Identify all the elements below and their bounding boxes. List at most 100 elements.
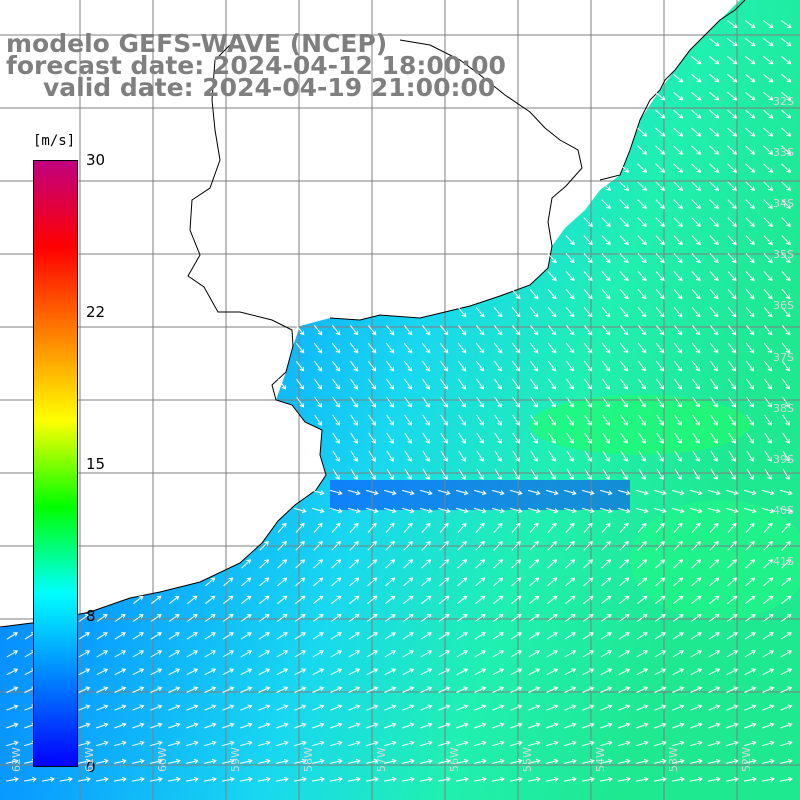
wind-arrow <box>96 722 109 729</box>
wind-arrow <box>727 289 737 300</box>
wind-arrow <box>620 414 628 426</box>
longitude-label: 53W <box>667 747 680 772</box>
wind-arrow <box>510 686 523 693</box>
wind-arrow <box>312 632 324 640</box>
wind-arrow <box>548 432 556 444</box>
wind-arrow <box>332 396 340 408</box>
wind-arrow <box>384 686 397 693</box>
wind-arrow <box>350 450 358 462</box>
wind-arrow <box>601 342 611 354</box>
wind-arrow <box>656 450 664 462</box>
wind-arrow <box>222 686 235 693</box>
latitude-label: 38S <box>773 401 794 415</box>
wind-arrows <box>6 20 793 782</box>
wind-arrow <box>511 522 521 533</box>
wind-arrow <box>762 20 774 29</box>
wind-arrow <box>476 414 484 426</box>
wind-arrow <box>710 414 718 426</box>
wind-arrow <box>728 396 736 408</box>
wind-arrow <box>402 595 414 605</box>
wind-arrow <box>313 342 323 354</box>
wind-arrow <box>762 668 775 676</box>
wind-arrow <box>780 758 793 764</box>
wind-arrow <box>456 507 469 514</box>
wind-arrow <box>258 595 270 605</box>
wind-arrow <box>744 489 757 496</box>
wind-arrow <box>546 650 559 658</box>
wind-arrow <box>421 522 431 533</box>
wind-arrow <box>348 668 361 676</box>
wind-arrow <box>350 468 358 480</box>
wind-arrow <box>330 776 343 782</box>
wind-arrow <box>276 668 289 676</box>
wind-arrow <box>654 740 667 747</box>
wind-arrow <box>584 450 592 462</box>
wind-arrow <box>764 360 773 372</box>
wind-arrow <box>708 38 720 47</box>
wind-arrow <box>548 468 556 480</box>
wind-arrow <box>745 217 755 227</box>
wind-arrow <box>636 489 649 496</box>
wind-arrow <box>474 507 487 514</box>
wind-arrow <box>404 360 413 372</box>
wind-arrow <box>367 522 377 533</box>
wind-arrow <box>384 650 397 658</box>
wind-arrow <box>708 489 721 496</box>
wind-arrow <box>672 776 685 782</box>
wind-arrow <box>528 489 541 496</box>
wind-arrow <box>673 127 684 137</box>
wind-arrow <box>673 271 683 282</box>
wind-arrow <box>96 686 109 693</box>
wind-arrow <box>440 396 448 408</box>
wind-arrow <box>655 163 666 173</box>
wind-arrow <box>638 396 646 408</box>
wind-arrow <box>564 722 577 729</box>
wind-arrow <box>294 686 307 693</box>
wind-arrow <box>672 668 685 676</box>
wind-arrow <box>492 776 505 782</box>
wind-arrow <box>583 324 593 336</box>
wind-arrow <box>222 668 235 676</box>
wind-arrow <box>132 595 144 605</box>
wind-arrow <box>546 507 559 514</box>
wind-arrow <box>456 595 468 605</box>
wind-arrow <box>512 378 521 390</box>
wind-arrow <box>564 758 577 764</box>
wind-arrow <box>763 522 773 533</box>
wind-arrow <box>780 613 792 622</box>
wind-arrow <box>618 740 631 747</box>
wind-arrow <box>763 559 774 569</box>
wind-arrow <box>600 758 613 764</box>
wind-arrow <box>330 740 343 747</box>
wind-arrow <box>402 507 415 514</box>
wind-arrow <box>781 324 791 336</box>
wind-arrow <box>529 577 540 587</box>
wind-arrow <box>510 595 522 605</box>
wind-arrow <box>565 253 575 264</box>
wind-arrow <box>492 632 504 640</box>
wind-arrow <box>745 541 755 551</box>
wind-arrow <box>601 199 611 209</box>
wind-arrow <box>782 396 790 408</box>
wind-arrow <box>458 468 466 480</box>
wind-arrow <box>566 378 575 390</box>
wind-arrow <box>530 396 538 408</box>
wind-arrow <box>763 541 773 551</box>
wind-arrow <box>258 686 271 693</box>
wind-arrow <box>422 432 430 444</box>
wind-arrow <box>475 342 485 354</box>
wind-arrow <box>762 722 775 729</box>
wind-arrow <box>780 686 793 693</box>
wind-arrow <box>600 668 613 676</box>
wind-arrow <box>150 776 163 782</box>
wind-arrow <box>510 650 523 658</box>
wind-arrow <box>709 289 719 300</box>
wind-arrow <box>655 127 666 137</box>
wind-arrow <box>546 704 559 711</box>
wind-arrow <box>582 776 595 782</box>
wind-arrow <box>276 650 289 658</box>
wind-arrow <box>422 468 430 480</box>
wind-arrow <box>457 342 467 354</box>
wind-arrow <box>566 414 574 426</box>
wind-arrow <box>132 776 145 782</box>
